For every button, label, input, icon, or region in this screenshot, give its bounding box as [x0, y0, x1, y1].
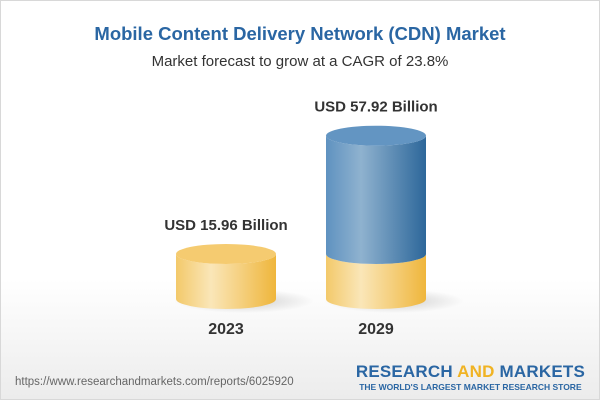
chart-subtitle: Market forecast to grow at a CAGR of 23.… [151, 53, 449, 70]
x-tick-label: 2023 [208, 321, 244, 338]
bar-2023-top [176, 244, 276, 264]
bar-2023 [176, 254, 276, 309]
x-tick-label: 2029 [358, 321, 394, 338]
source-url[interactable]: https://www.researchandmarkets.com/repor… [15, 376, 294, 388]
research-and-markets-logo: RESEARCH AND MARKETS THE WORLD'S LARGEST… [356, 362, 585, 392]
bar-growth-2029 [326, 135, 426, 264]
chart-title: Mobile Content Delivery Network (CDN) Ma… [94, 23, 506, 44]
bar-growth-2029-top [326, 125, 426, 146]
logo-tagline: THE WORLD'S LARGEST MARKET RESEARCH STOR… [359, 382, 582, 392]
logo-word: MARKETS [499, 362, 585, 381]
bar-base-2029 [326, 254, 426, 309]
data-label: USD 57.92 Billion [314, 99, 437, 116]
logo-word: AND [457, 362, 495, 381]
data-label: USD 15.96 Billion [164, 217, 287, 234]
logo-word: RESEARCH [355, 362, 453, 381]
